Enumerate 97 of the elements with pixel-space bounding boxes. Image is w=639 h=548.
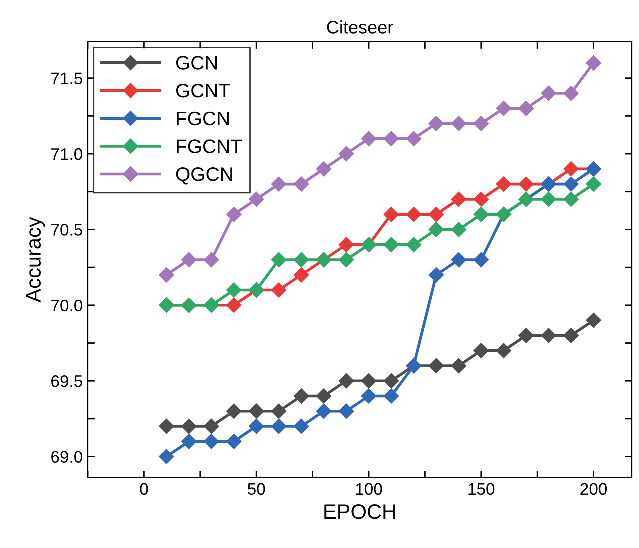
point: [294, 268, 310, 283]
legend-label: GCNT: [176, 84, 230, 98]
y-tick-label: 71.5: [52, 72, 82, 85]
point: [316, 388, 332, 404]
point: [384, 131, 400, 146]
point: [586, 312, 602, 328]
point: [159, 449, 174, 464]
point: [406, 237, 422, 252]
point: [294, 176, 310, 192]
point: [451, 222, 466, 238]
point: [406, 131, 422, 146]
y-tick-label: 69.5: [52, 376, 82, 388]
point: [384, 237, 400, 252]
x-tick-label: 100: [356, 483, 382, 496]
y-tick-label: 69.0: [52, 451, 82, 464]
point: [294, 252, 310, 268]
point: [518, 328, 534, 344]
point: [564, 328, 579, 344]
point: [204, 418, 220, 434]
point: [294, 418, 310, 434]
point: [159, 268, 174, 283]
point: [474, 252, 489, 268]
x-tick-label: 0: [140, 483, 148, 496]
point: [451, 358, 466, 374]
point: [428, 268, 444, 283]
legend-label: FGCN: [177, 112, 229, 126]
point: [182, 252, 197, 268]
point: [316, 162, 332, 177]
point: [294, 388, 310, 404]
legend-label: GCN: [176, 56, 218, 70]
point: [204, 252, 220, 268]
point: [406, 207, 422, 222]
point: [474, 207, 489, 222]
point: [338, 237, 354, 252]
y-tick-label: 71.0: [52, 148, 82, 160]
point: [541, 192, 556, 208]
point: [564, 86, 579, 102]
point: [496, 176, 512, 192]
point: [272, 418, 287, 434]
point: [451, 252, 466, 268]
point: [474, 116, 489, 132]
y-tick-label: 70.5: [52, 224, 82, 236]
point: [272, 176, 287, 192]
point: [384, 374, 400, 389]
point: [564, 192, 579, 208]
point: [316, 404, 332, 419]
y-tick-label: 70.0: [52, 300, 82, 312]
point: [384, 207, 400, 222]
point: [541, 328, 556, 344]
point: [496, 343, 512, 358]
point: [338, 146, 354, 162]
point: [226, 282, 242, 298]
point: [226, 207, 242, 222]
point: [272, 282, 287, 298]
point: [204, 434, 220, 450]
point: [428, 207, 444, 222]
point: [541, 86, 556, 102]
point: [451, 192, 466, 208]
point: [226, 434, 242, 450]
x-tick-label: 150: [468, 483, 495, 496]
point: [226, 404, 242, 419]
point: [518, 176, 534, 192]
point: [496, 101, 512, 116]
point: [226, 298, 242, 313]
point: [428, 358, 444, 374]
point: [384, 388, 400, 404]
y-axis-title: Accuracy: [26, 217, 46, 303]
x-tick-label: 50: [248, 483, 266, 496]
point: [182, 434, 197, 450]
point: [249, 404, 264, 419]
point: [564, 176, 579, 192]
point: [249, 192, 264, 208]
point: [272, 252, 287, 268]
point: [159, 418, 174, 434]
point: [338, 252, 354, 268]
legend-label: FGCNT: [177, 140, 242, 154]
point: [428, 222, 444, 238]
point: [361, 131, 377, 146]
x-axis-title: EPOCH: [324, 504, 396, 520]
point: [182, 418, 197, 434]
point: [474, 343, 489, 358]
point: [361, 374, 377, 389]
x-tick-label: 200: [580, 483, 608, 496]
point: [586, 176, 602, 192]
point: [518, 101, 534, 116]
point: [564, 162, 579, 177]
point: [474, 192, 489, 208]
point: [249, 418, 264, 434]
point: [586, 56, 602, 71]
point: [361, 388, 377, 404]
point: [428, 116, 444, 132]
point: [451, 116, 466, 132]
point: [272, 404, 287, 419]
chart-title: Citeseer: [327, 20, 394, 34]
point: [338, 404, 354, 419]
point: [338, 374, 354, 389]
legend-label: QGCN: [176, 168, 232, 185]
